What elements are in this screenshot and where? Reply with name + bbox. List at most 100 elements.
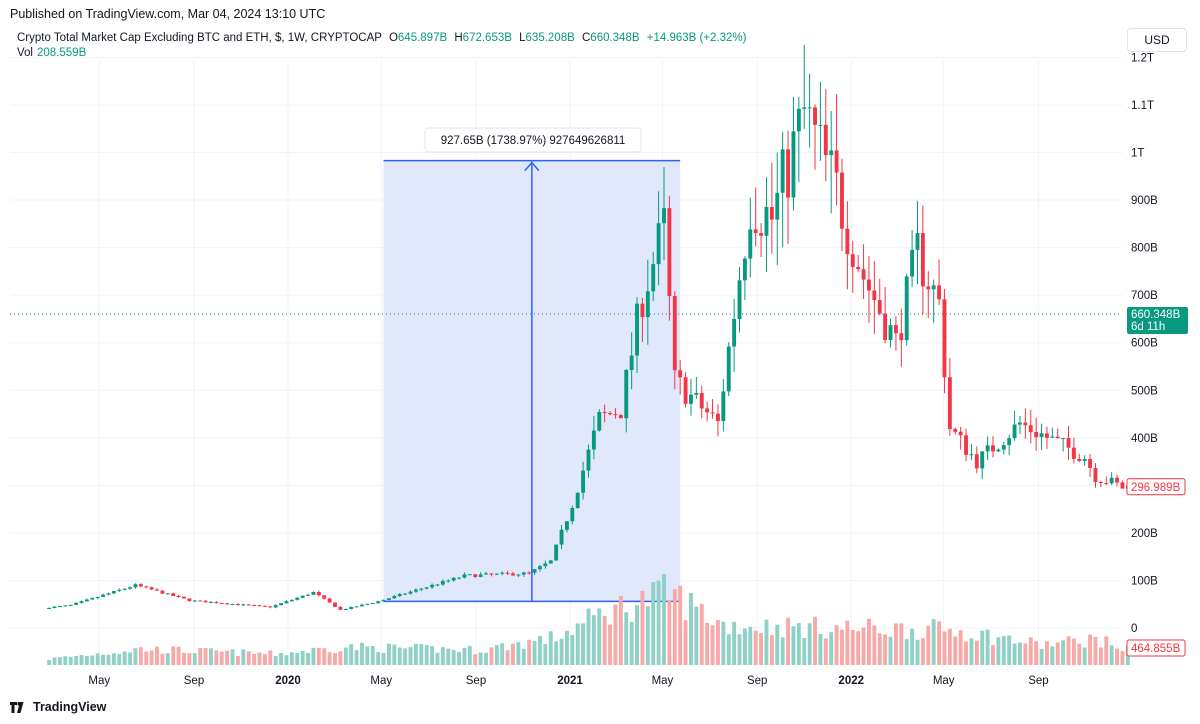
candle-body (1093, 467, 1098, 483)
candle-body (591, 430, 596, 450)
volume-bar (829, 632, 834, 665)
candle-body (392, 596, 397, 599)
volume-bar (494, 645, 499, 665)
volume-bar (521, 648, 526, 665)
volume-bar (128, 652, 132, 665)
volume-bar (786, 617, 790, 665)
candle-body (608, 413, 613, 415)
candle-body (149, 587, 154, 590)
candle-body (888, 325, 893, 340)
volume-bar (559, 638, 564, 665)
volume-bar (1023, 643, 1028, 665)
volume-bar (640, 591, 645, 665)
volume-bar (209, 648, 213, 665)
candle-body (478, 574, 483, 577)
volume-bar (1018, 642, 1022, 665)
volume-bar (947, 628, 952, 665)
volume-bar (284, 655, 289, 665)
volume-bar (726, 634, 731, 665)
candle-body (370, 603, 375, 605)
candle-body (1001, 445, 1006, 450)
volume-bar (796, 623, 801, 665)
candle-body (160, 590, 165, 594)
candle-body (128, 587, 132, 589)
candle-body (920, 233, 925, 287)
volume-bar (732, 621, 737, 665)
volume-bar (710, 625, 715, 665)
candle-body (823, 124, 828, 156)
volume-bar (991, 645, 995, 665)
candle-body (969, 454, 974, 456)
candle-body (333, 602, 337, 607)
candle-body (230, 603, 235, 605)
candle-body (964, 435, 968, 455)
volume-bar (413, 643, 418, 665)
x-tick-label: 2021 (557, 675, 583, 687)
close-key: C (581, 32, 591, 44)
volume-bar (931, 619, 936, 665)
volume-bar (780, 637, 785, 665)
volume-bar (257, 652, 262, 665)
y-tick-label: 1T (1131, 148, 1144, 160)
y-tick-label: 200B (1131, 528, 1158, 540)
candle-body (95, 596, 100, 598)
volume-bar (845, 620, 850, 665)
candle-body (138, 584, 143, 587)
volume-bar (715, 619, 720, 665)
candle-body (1012, 424, 1017, 439)
volume-bar (370, 646, 375, 665)
candle-body (705, 408, 710, 413)
published-label: Published on TradingView.com, Mar 04, 20… (10, 7, 326, 21)
candle-body (246, 604, 251, 606)
volume-bar (937, 621, 942, 665)
volume-bar (554, 641, 559, 665)
volume-bar (877, 633, 882, 665)
y-tick-label: 100B (1131, 575, 1158, 587)
volume-bar (500, 643, 505, 665)
last-volume-label: 464.855B (1131, 643, 1181, 655)
volume-bar (306, 653, 310, 665)
volume-bar (1066, 636, 1071, 665)
candle-body (79, 601, 84, 603)
volume-bar (737, 634, 742, 665)
volume-bar (187, 653, 192, 665)
candle-body (1034, 432, 1039, 438)
volume-bar (543, 644, 548, 665)
volume-bar (581, 623, 586, 665)
candle-body (171, 593, 176, 596)
candle-body (462, 574, 467, 578)
candle-body (899, 333, 904, 341)
measure-label-box (424, 127, 642, 153)
candle-body (1104, 483, 1109, 485)
candle-body (834, 150, 839, 173)
volume-bar (1088, 634, 1093, 665)
measure-arrow-head (524, 161, 540, 172)
candle-body (338, 606, 343, 610)
candle-body (295, 597, 300, 600)
candle-body (996, 449, 1001, 452)
footer-brand[interactable]: TradingView (10, 700, 106, 714)
volume-bar (1028, 637, 1033, 665)
volume-bar (618, 595, 623, 665)
volume-bar (397, 647, 402, 665)
volume-bar (354, 650, 359, 665)
measure-tool (383, 159, 681, 603)
candle-body (144, 586, 149, 588)
volume-bar (920, 638, 925, 665)
volume-bar (888, 636, 893, 665)
volume-bar (171, 646, 176, 665)
y-tick-label: 1.1T (1131, 100, 1154, 112)
y-tick-label: 400B (1131, 433, 1158, 445)
x-tick-label: May (370, 675, 392, 687)
volume-bar (624, 612, 629, 665)
volume-bars (47, 574, 1130, 665)
volume-bar (219, 651, 224, 665)
currency-button[interactable]: USD (1127, 28, 1187, 52)
volume-bar (823, 638, 828, 665)
candle-body (494, 573, 499, 575)
candle-body (742, 258, 747, 281)
y-tick-label: 700B (1131, 290, 1158, 302)
volume-bar (813, 616, 817, 665)
volume-bar (419, 644, 424, 665)
